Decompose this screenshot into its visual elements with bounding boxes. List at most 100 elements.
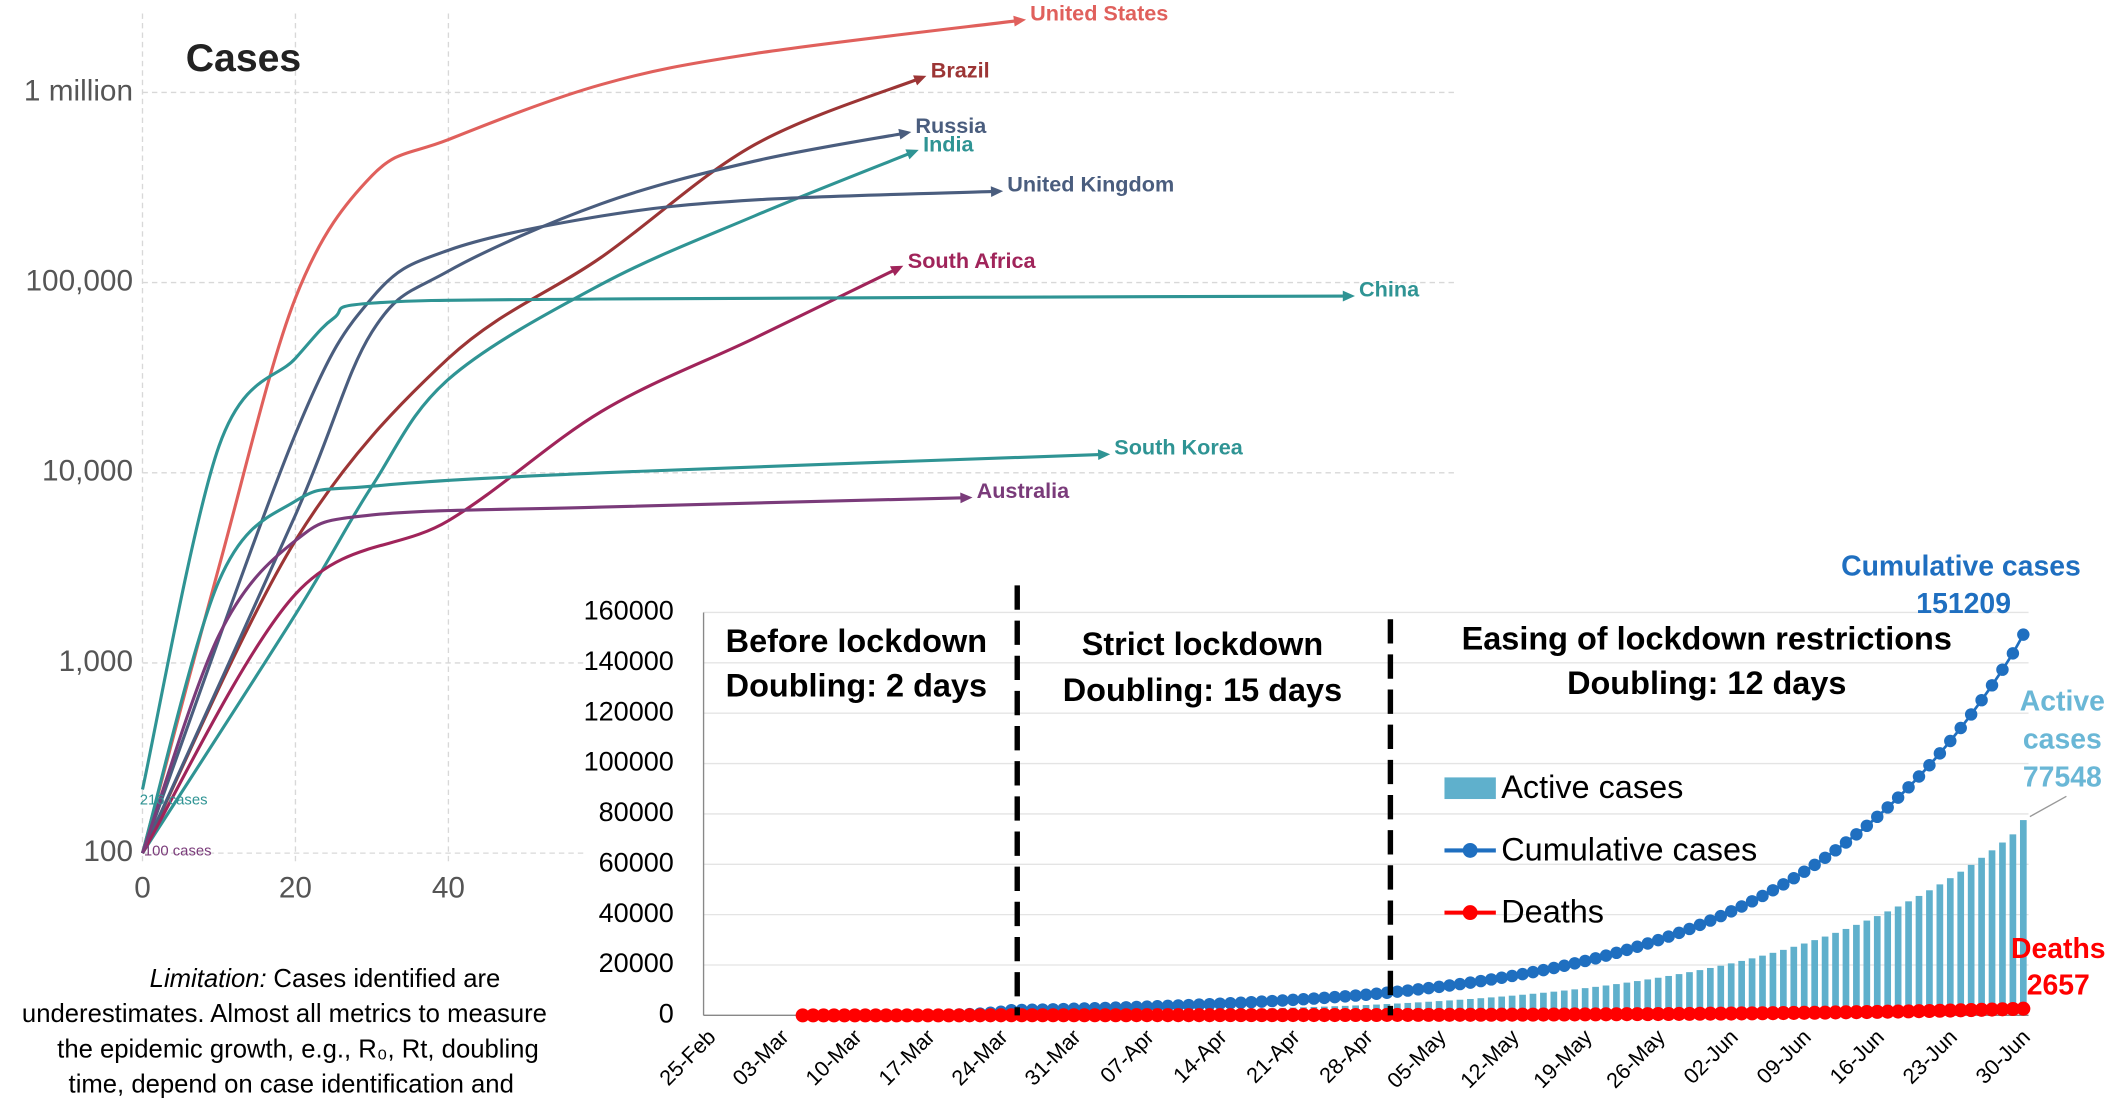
point (1255, 995, 1268, 1008)
series-label: China (1359, 276, 1420, 301)
bar (1498, 996, 1506, 1016)
point (1546, 1007, 1561, 1022)
point (1838, 1005, 1853, 1020)
point (1275, 1008, 1290, 1023)
bar (1780, 949, 1787, 1016)
bar (1717, 965, 1725, 1016)
point (1452, 1007, 1467, 1022)
bar (1592, 986, 1599, 1016)
bar (1686, 972, 1693, 1016)
point (962, 1008, 977, 1023)
point (1234, 996, 1248, 1009)
point (1400, 1007, 1415, 1022)
bar (1853, 924, 1860, 1016)
point (1035, 1008, 1050, 1023)
point (1338, 1007, 1353, 1023)
point (1984, 1002, 2000, 1017)
point (1776, 1006, 1791, 1021)
point (1328, 990, 1341, 1004)
point (1880, 1004, 1895, 1019)
point (1578, 954, 1592, 968)
phase-labels: Before lockdown Doubling: 2 days Strict … (726, 620, 1952, 707)
point (1996, 663, 2009, 676)
point (2005, 1001, 2020, 1017)
annotation: 100 cases (144, 844, 212, 860)
point (920, 1008, 935, 1023)
bar (1915, 895, 1923, 1016)
series-label: United States (1030, 0, 1168, 25)
y-tick-label: 140000 (584, 646, 674, 676)
bar (1905, 901, 1912, 1016)
callout-name: Deaths (2011, 933, 2106, 965)
point (1985, 679, 1999, 692)
point (1787, 871, 1801, 885)
bar (1560, 990, 1568, 1016)
caption: Limitation: Cases identified are underest… (22, 965, 547, 1098)
y-tick-label: 160000 (584, 596, 674, 626)
series-line (140, 452, 1107, 854)
phase-title: Before lockdown (726, 623, 987, 659)
callout-value: 151209 (1916, 588, 2011, 620)
point (1296, 1008, 1311, 1023)
bar (1644, 979, 1652, 1016)
point (1630, 1007, 1645, 1022)
bar (1654, 977, 1662, 1016)
point (1485, 973, 1498, 986)
point (1944, 734, 1957, 748)
bar (1675, 974, 1683, 1016)
point (1692, 1006, 1707, 1021)
point (1912, 770, 1926, 783)
point (1713, 1006, 1728, 1021)
point (1589, 952, 1602, 965)
point (1631, 940, 1644, 953)
legend-label: Active cases (1501, 769, 1683, 805)
point (1139, 1008, 1154, 1023)
point (1871, 810, 1884, 824)
point (1619, 1007, 1634, 1022)
caption-label: Limitation: (150, 965, 267, 993)
callout-name: Cumulative cases (1841, 550, 2081, 582)
arrow-head (1097, 449, 1111, 461)
point (1129, 1008, 1144, 1023)
series-line (141, 75, 924, 854)
series-line (141, 149, 916, 854)
point (1870, 1004, 1885, 1019)
point (1953, 1003, 1968, 1018)
arrow-head (898, 128, 912, 140)
point (1223, 1008, 1238, 1023)
point (1473, 1007, 1488, 1022)
bar (1529, 993, 1537, 1016)
point (1661, 1006, 1676, 1022)
point (1359, 1007, 1374, 1023)
point (1537, 963, 1550, 977)
bar (1978, 857, 1985, 1016)
point (1327, 1008, 1342, 1023)
point (1484, 1007, 1499, 1022)
bar (1571, 989, 1579, 1016)
bar (1748, 958, 1756, 1016)
point (1421, 1007, 1436, 1022)
phase-doubling: Doubling: 2 days (726, 668, 987, 704)
point (1046, 1008, 1061, 1023)
phase-title: Easing of lockdown restrictions (1462, 620, 1952, 656)
point (1735, 900, 1748, 913)
bar (1519, 994, 1526, 1016)
point (1265, 994, 1279, 1008)
point (1923, 759, 1936, 772)
point (826, 1008, 842, 1023)
point (1087, 1008, 1102, 1023)
point (1891, 1004, 1906, 1019)
point (899, 1008, 915, 1023)
point (1245, 995, 1258, 1009)
point (1672, 926, 1686, 940)
point (868, 1008, 883, 1023)
point (1276, 994, 1289, 1007)
bar (1706, 967, 1714, 1016)
point (1516, 967, 1529, 981)
point (1391, 985, 1404, 998)
callouts: Cumulative cases 151209 Active cases 775… (1841, 550, 2106, 1001)
series-line (140, 18, 1023, 854)
y-tick-label: 100 (83, 835, 133, 868)
point (837, 1008, 852, 1023)
point (1807, 1005, 1822, 1020)
